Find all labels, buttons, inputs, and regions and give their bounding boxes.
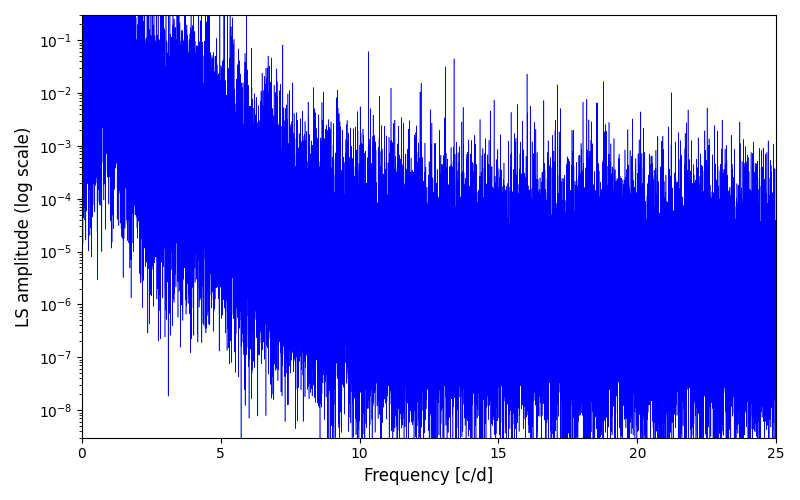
X-axis label: Frequency [c/d]: Frequency [c/d]	[364, 467, 494, 485]
Y-axis label: LS amplitude (log scale): LS amplitude (log scale)	[15, 126, 33, 326]
